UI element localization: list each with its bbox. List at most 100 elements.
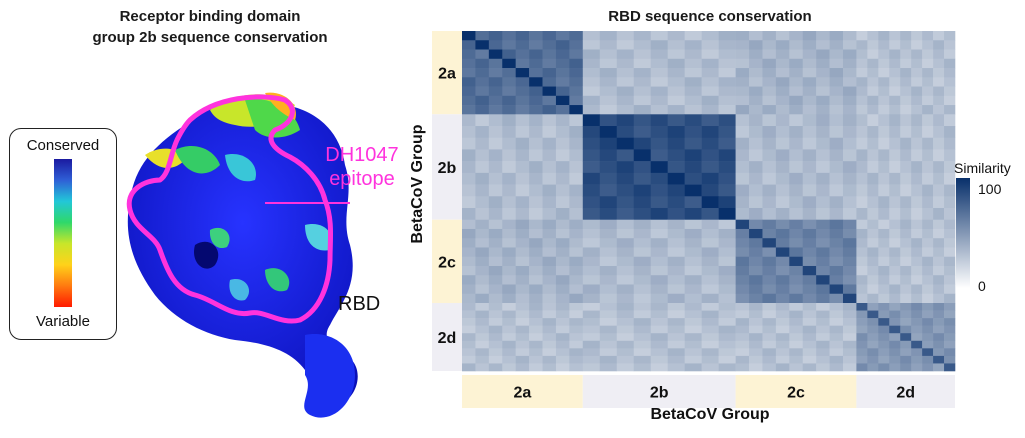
heatmap-cell bbox=[789, 247, 804, 258]
heatmap-cell bbox=[488, 149, 503, 162]
heatmap-cell bbox=[867, 161, 879, 174]
heatmap-cell bbox=[650, 247, 668, 258]
heatmap-cell bbox=[944, 114, 956, 127]
heatmap-cell bbox=[462, 40, 476, 50]
heatmap-cell bbox=[502, 247, 516, 258]
heatmap-cell bbox=[582, 363, 601, 372]
heatmap-cell bbox=[944, 228, 956, 239]
heatmap-cell bbox=[762, 293, 777, 304]
heatmap-cell bbox=[582, 247, 601, 258]
row-group-label-2c: 2c bbox=[438, 254, 456, 271]
heatmap-cell bbox=[488, 137, 503, 150]
heatmap-cell bbox=[650, 284, 668, 295]
heatmap-cell bbox=[650, 293, 668, 304]
heatmap-cell bbox=[718, 340, 736, 349]
heatmap-cell bbox=[701, 247, 719, 258]
heatmap-cell bbox=[650, 172, 668, 185]
heatmap-cell bbox=[878, 105, 890, 115]
heatmap-cell bbox=[878, 137, 890, 150]
heatmap-cell bbox=[900, 219, 912, 230]
heatmap-cell bbox=[749, 325, 763, 334]
heatmap-cell bbox=[789, 310, 804, 319]
heatmap-cell bbox=[650, 325, 668, 334]
heatmap-cell bbox=[762, 49, 777, 60]
heatmap-cell bbox=[650, 31, 668, 41]
heatmap-cell bbox=[944, 49, 956, 60]
heatmap-cell bbox=[802, 228, 817, 239]
heatmap-cell bbox=[701, 340, 719, 349]
heatmap-cell bbox=[542, 40, 557, 50]
heatmap-cell bbox=[515, 149, 530, 162]
heatmap-cell bbox=[856, 265, 868, 276]
heatmap-cell bbox=[802, 31, 817, 41]
heatmap-cell bbox=[475, 228, 490, 239]
heatmap-cell bbox=[922, 333, 934, 342]
heatmap-cell bbox=[542, 68, 557, 78]
heatmap-cell bbox=[922, 303, 934, 311]
heatmap-cell bbox=[701, 40, 719, 50]
heatmap-cell bbox=[650, 355, 668, 364]
heatmap-cell bbox=[701, 303, 719, 311]
heatmap-cell bbox=[816, 49, 830, 60]
heatmap-cell bbox=[762, 68, 777, 78]
heatmap-cell bbox=[475, 348, 490, 357]
heatmap-cell bbox=[542, 228, 557, 239]
heatmap-cell bbox=[762, 207, 777, 220]
heatmap-cell bbox=[878, 228, 890, 239]
heatmap-cell bbox=[900, 310, 912, 319]
heatmap-cell bbox=[633, 228, 652, 239]
heatmap-cell bbox=[842, 363, 857, 372]
heatmap-cell bbox=[933, 172, 945, 185]
heatmap-cell bbox=[867, 340, 879, 349]
heatmap-cell bbox=[878, 325, 890, 334]
heatmap-cell bbox=[515, 284, 530, 295]
heatmap-cell bbox=[515, 238, 530, 248]
heatmap-cell bbox=[616, 77, 635, 87]
heatmap-cell bbox=[802, 126, 817, 139]
heatmap-cell bbox=[462, 58, 476, 69]
heatmap-cell bbox=[900, 149, 912, 162]
heatmap-cell bbox=[569, 284, 584, 295]
col-group-label-2b: 2b bbox=[650, 385, 669, 402]
heatmap-cell bbox=[749, 68, 763, 78]
heatmap-cell bbox=[867, 318, 879, 326]
heatmap-cell bbox=[829, 58, 844, 69]
heatmap-cell bbox=[616, 40, 635, 50]
heatmap-cell bbox=[633, 114, 652, 127]
heatmap-cell bbox=[867, 219, 879, 230]
heatmap-cell bbox=[749, 95, 763, 106]
heatmap-cell bbox=[529, 284, 543, 295]
heatmap-cell bbox=[650, 126, 668, 139]
heatmap-cell bbox=[789, 333, 804, 342]
variable-patch-cyan bbox=[225, 154, 256, 182]
heatmap-cell bbox=[749, 49, 763, 60]
heatmap-cell bbox=[616, 149, 635, 162]
heatmap-cell bbox=[878, 95, 890, 106]
heatmap-cell bbox=[599, 219, 618, 230]
heatmap-cell bbox=[555, 238, 570, 248]
heatmap-cell bbox=[735, 355, 750, 364]
heatmap-cell bbox=[889, 363, 901, 372]
heatmap-cell bbox=[775, 310, 790, 319]
heatmap-cell bbox=[582, 77, 601, 87]
heatmap-cell bbox=[718, 105, 736, 115]
heatmap-cell bbox=[829, 126, 844, 139]
conservation-legend: Conserved Variable bbox=[9, 128, 117, 340]
heatmap-cell bbox=[911, 184, 923, 197]
heatmap-cell bbox=[933, 247, 945, 258]
heatmap-cell bbox=[775, 95, 790, 106]
heatmap-cell bbox=[762, 238, 777, 248]
heatmap-cell bbox=[900, 333, 912, 342]
heatmap-cell bbox=[749, 247, 763, 258]
heatmap-cell bbox=[684, 325, 702, 334]
heatmap-cell bbox=[944, 238, 956, 248]
heatmap-cell bbox=[502, 310, 516, 319]
heatmap-cell bbox=[529, 58, 543, 69]
heatmap-cell bbox=[667, 265, 685, 276]
heatmap-cell bbox=[582, 137, 601, 150]
heatmap-cell bbox=[775, 355, 790, 364]
heatmap-cell bbox=[718, 40, 736, 50]
heatmap-cell bbox=[802, 149, 817, 162]
heatmap-cell bbox=[944, 40, 956, 50]
heatmap-cell bbox=[775, 333, 790, 342]
